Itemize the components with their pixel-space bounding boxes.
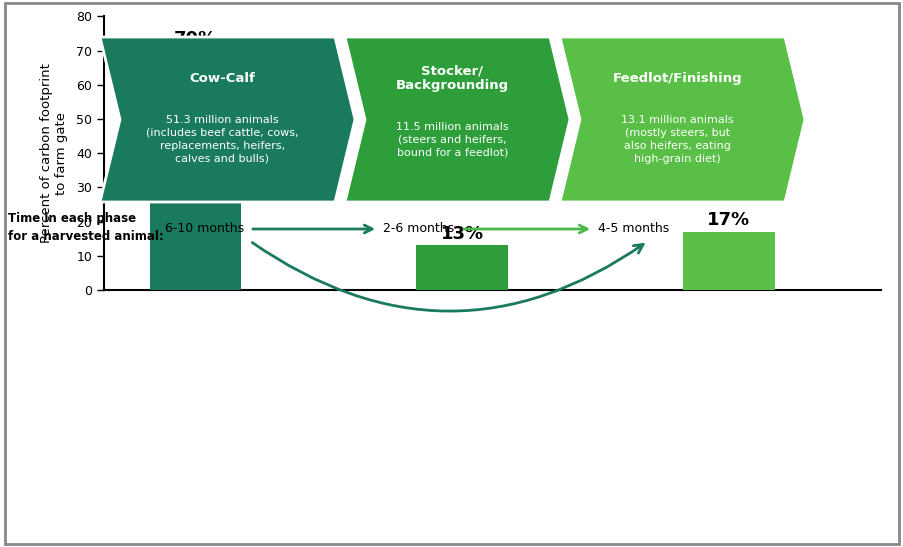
Text: for a harvested animal:: for a harvested animal:	[8, 230, 163, 243]
Text: 70%: 70%	[173, 30, 217, 48]
Text: 17%: 17%	[707, 211, 749, 229]
Polygon shape	[345, 37, 570, 202]
Bar	[150, 50, 241, 290]
Polygon shape	[100, 37, 355, 202]
Text: 6-10 months: 6-10 months	[165, 223, 244, 236]
Text: Stocker/
Backgrounding: Stocker/ Backgrounding	[396, 64, 508, 92]
Y-axis label: Percent of carbon footprint
to farm gate: Percent of carbon footprint to farm gate	[40, 63, 68, 243]
Polygon shape	[559, 37, 804, 202]
Text: 13%: 13%	[440, 225, 483, 243]
Text: 51.3 million animals
(includes beef cattle, cows,
replacements, heifers,
calves : 51.3 million animals (includes beef catt…	[146, 115, 298, 164]
Text: Cow-Calf: Cow-Calf	[190, 72, 256, 85]
Bar	[683, 232, 774, 290]
Text: 13.1 million animals
(mostly steers, but
also heifers, eating
high-grain diet): 13.1 million animals (mostly steers, but…	[620, 115, 733, 164]
Text: 2-6 months: 2-6 months	[383, 223, 453, 236]
Text: Feedlot/Finishing: Feedlot/Finishing	[612, 72, 741, 85]
Text: 4-5 months: 4-5 months	[598, 223, 668, 236]
Text: 11.5 million animals
(steers and heifers,
bound for a feedlot): 11.5 million animals (steers and heifers…	[396, 121, 508, 157]
Text: Time in each phase: Time in each phase	[8, 212, 136, 225]
Bar	[416, 246, 507, 290]
